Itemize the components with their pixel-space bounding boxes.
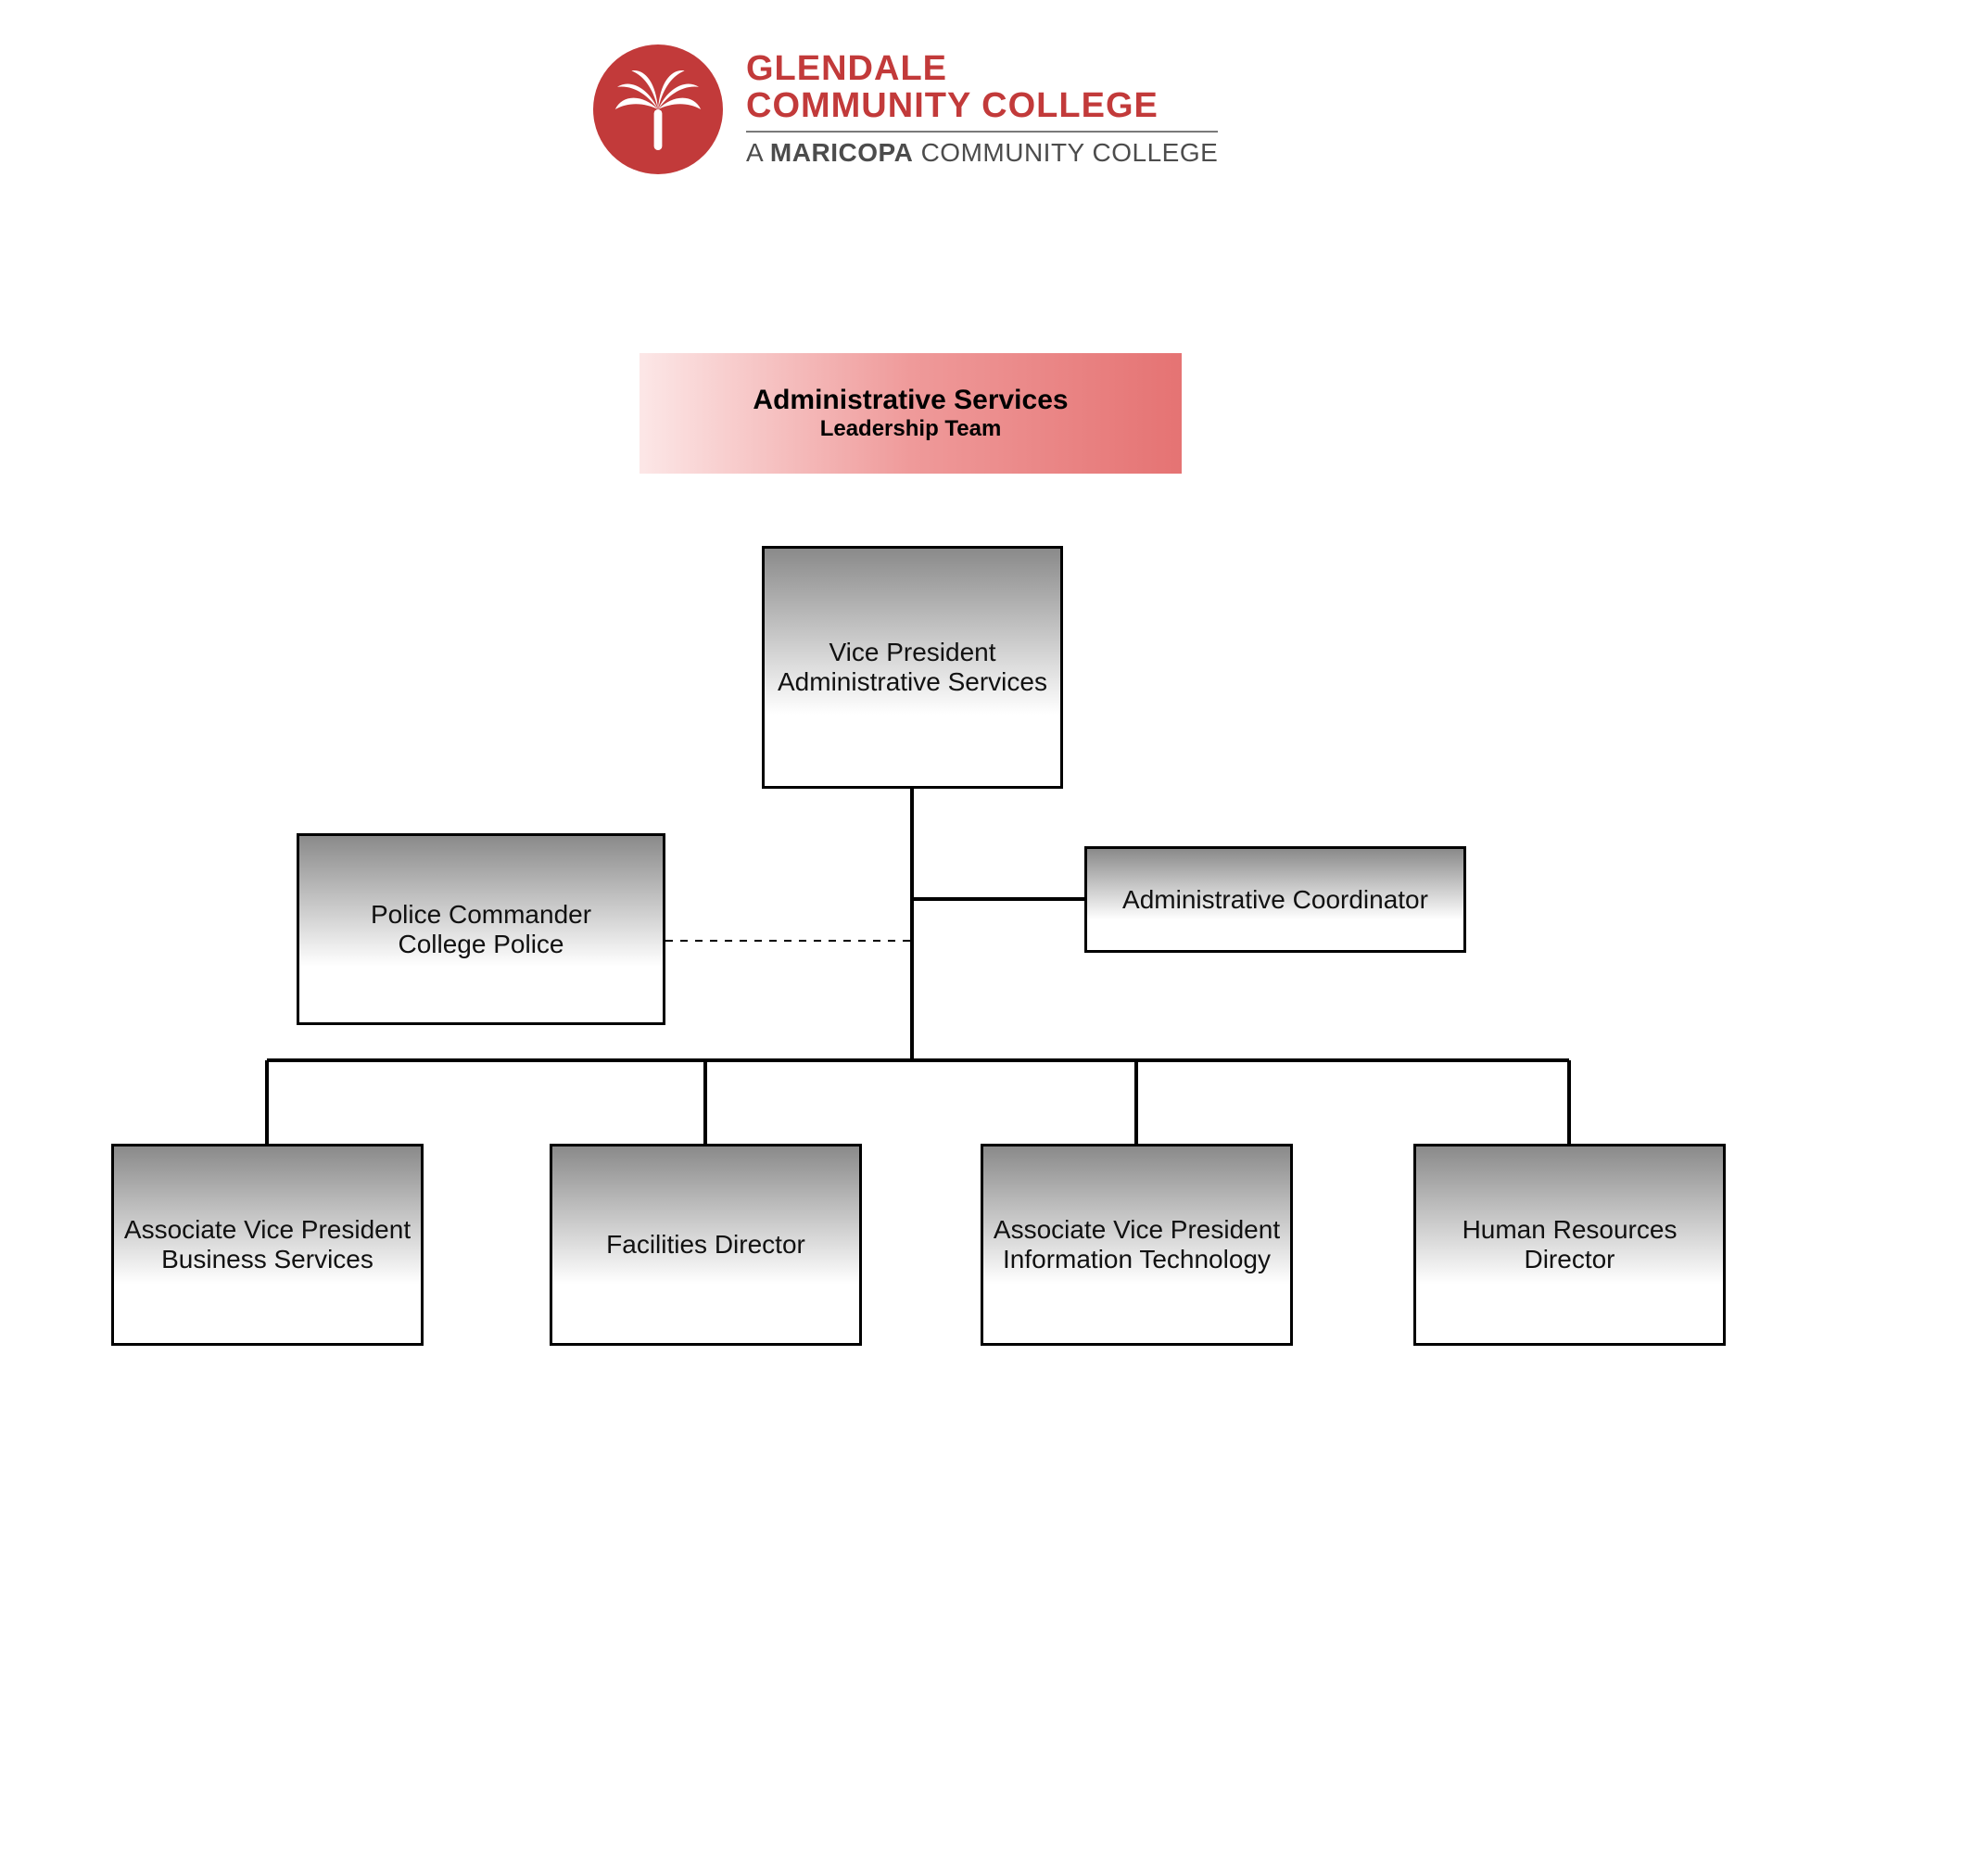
node-line1: Associate Vice President: [124, 1215, 411, 1245]
logo-mark: [593, 44, 723, 174]
node-line1: Facilities Director: [606, 1230, 805, 1260]
node-vice-president: Vice President Administrative Services: [762, 546, 1063, 789]
node-line2: Director: [1524, 1245, 1614, 1274]
node-line1: Human Resources: [1463, 1215, 1678, 1245]
node-admin-coordinator: Administrative Coordinator: [1084, 846, 1466, 953]
node-line2: Administrative Services: [778, 667, 1047, 697]
title-main: Administrative Services: [753, 385, 1068, 416]
node-line2: Information Technology: [1003, 1245, 1271, 1274]
node-line1: Police Commander: [371, 900, 591, 930]
logo-line2: COMMUNITY COLLEGE: [746, 88, 1218, 125]
node-line1: Administrative Coordinator: [1122, 885, 1428, 915]
palm-icon: [607, 58, 709, 160]
logo-divider: [746, 131, 1218, 133]
logo-sub-rest: COMMUNITY COLLEGE: [913, 138, 1218, 167]
logo: GLENDALE COMMUNITY COLLEGE A MARICOPA CO…: [593, 44, 1218, 174]
title-sub: Leadership Team: [820, 416, 1002, 442]
logo-subtitle: A MARICOPA COMMUNITY COLLEGE: [746, 138, 1218, 168]
node-line1: Vice President: [829, 638, 995, 667]
node-hr: Human Resources Director: [1413, 1144, 1726, 1346]
node-line1: Associate Vice President: [994, 1215, 1280, 1245]
node-avp-business: Associate Vice President Business Servic…: [111, 1144, 424, 1346]
org-chart-page: GLENDALE COMMUNITY COLLEGE A MARICOPA CO…: [0, 0, 1988, 1875]
logo-line1: GLENDALE: [746, 51, 1218, 88]
title-box: Administrative Services Leadership Team: [639, 353, 1182, 474]
node-police-commander: Police Commander College Police: [297, 833, 665, 1025]
node-avp-it: Associate Vice President Information Tec…: [981, 1144, 1293, 1346]
logo-sub-prefix: A: [746, 138, 770, 167]
node-line2: Business Services: [161, 1245, 374, 1274]
logo-text: GLENDALE COMMUNITY COLLEGE A MARICOPA CO…: [746, 51, 1218, 168]
node-facilities: Facilities Director: [550, 1144, 862, 1346]
node-line2: College Police: [399, 930, 564, 959]
logo-sub-bold: MARICOPA: [770, 138, 913, 167]
